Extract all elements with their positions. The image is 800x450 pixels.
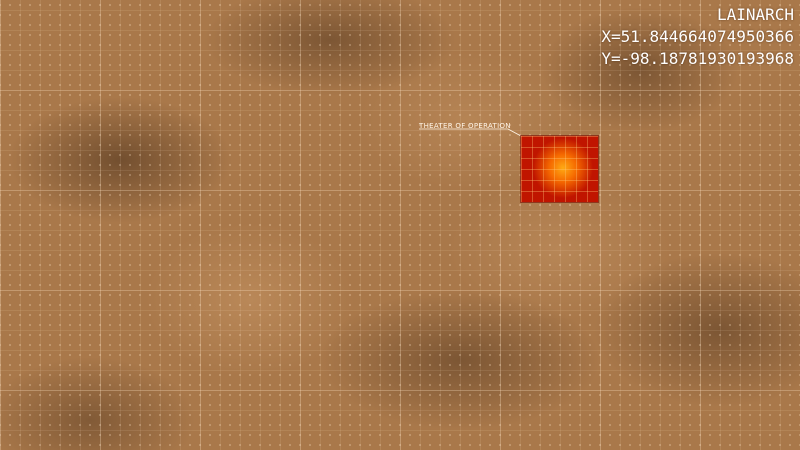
- coordinates-hud: LAINARCH X=51.844664074950366 Y=-98.1878…: [601, 4, 794, 70]
- theater-of-operation-label: THEATER OF OPERATION: [419, 122, 511, 130]
- y-coordinate-readout: Y=-98.18781930193968: [601, 49, 794, 68]
- theater-of-operation-zone[interactable]: [521, 136, 598, 202]
- x-coordinate-readout: X=51.844664074950366: [601, 27, 794, 46]
- hud-title: LAINARCH: [716, 5, 794, 24]
